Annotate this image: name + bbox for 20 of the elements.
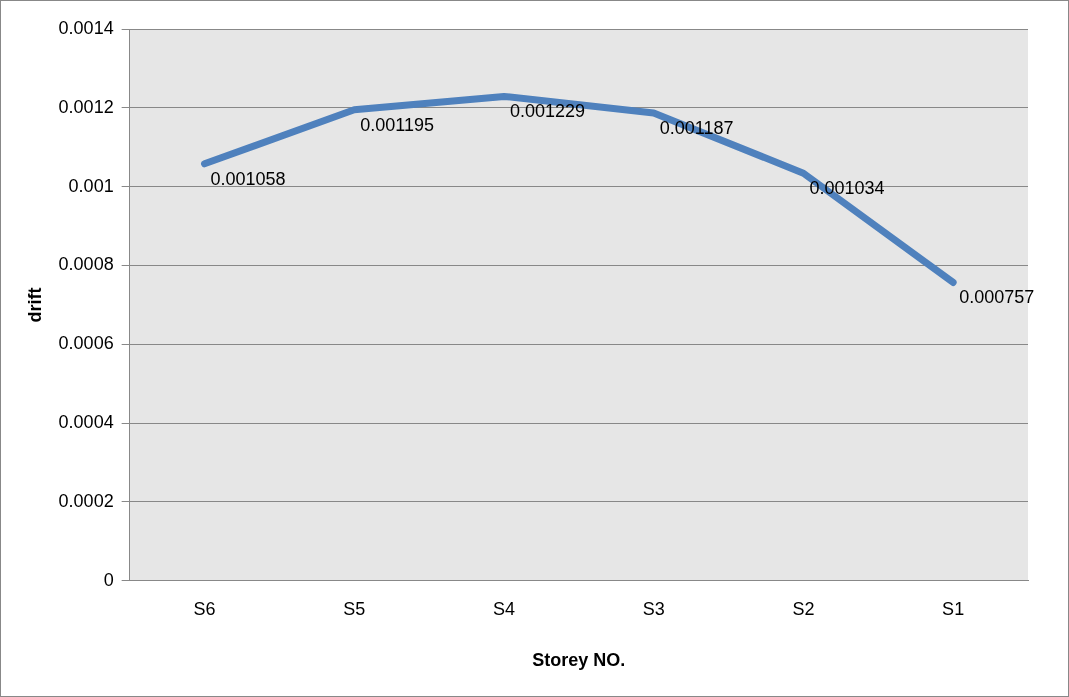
y-axis-title: drift <box>24 287 45 323</box>
data-label: 0.000757 <box>959 287 1035 308</box>
y-tick-label: 0.0002 <box>58 490 114 511</box>
x-tick-label: S3 <box>642 598 665 619</box>
x-tick-label: S2 <box>792 598 815 619</box>
y-tick-label: 0.0012 <box>58 96 114 117</box>
x-tick-label: S1 <box>942 598 965 619</box>
x-tick-label: S6 <box>193 598 216 619</box>
x-tick-label: S4 <box>492 598 515 619</box>
y-tick-label: 0.0004 <box>58 412 114 433</box>
data-label: 0.001195 <box>360 114 434 135</box>
x-tick-label: S5 <box>343 598 366 619</box>
data-label: 0.001229 <box>509 101 586 122</box>
y-tick-label: 0.0008 <box>58 254 114 275</box>
data-label: 0.001058 <box>210 168 286 189</box>
y-tick-label: 0.0014 <box>58 17 114 38</box>
y-tick-label: 0.001 <box>68 175 114 196</box>
x-axis-title: Storey NO. <box>532 650 626 671</box>
y-tick-label: 0 <box>103 569 114 590</box>
y-tick-label: 0.0006 <box>58 333 114 354</box>
